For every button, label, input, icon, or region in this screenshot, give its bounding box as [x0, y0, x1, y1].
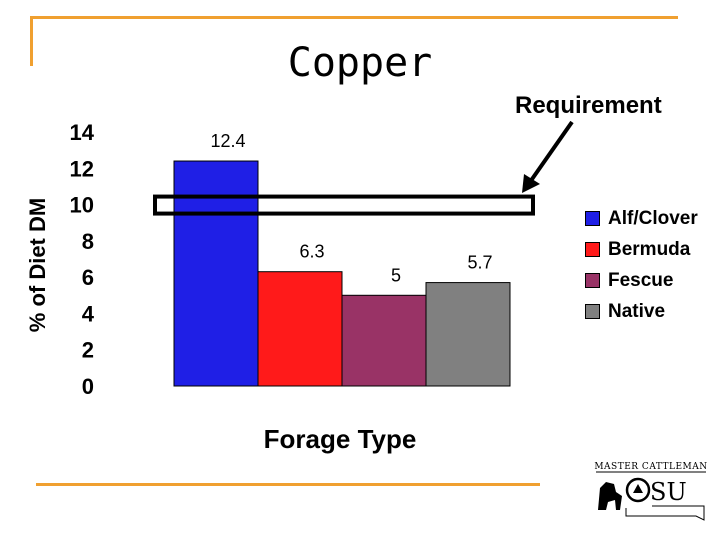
master-cattleman-osu-logo: MASTER CATTLEMAN SU [594, 462, 707, 521]
data-label: 6.3 [299, 242, 324, 262]
legend-swatch [585, 242, 600, 257]
requirement-arrow [522, 120, 574, 193]
bottom-rule [36, 483, 540, 486]
data-label: 12.4 [210, 131, 245, 151]
legend-item: Alf/Clover [585, 203, 698, 234]
bar-bermuda [257, 271, 343, 387]
legend-label: Bermuda [608, 238, 691, 260]
requirement-annotation: Requirement [515, 92, 662, 119]
legend-swatch [585, 304, 600, 319]
bar-fescue [341, 294, 427, 387]
legend-swatch [585, 211, 600, 226]
y-tick-label: 8 [82, 229, 94, 254]
requirement-box [153, 194, 535, 216]
y-tick-label: 10 [70, 193, 94, 218]
legend-item: Bermuda [585, 234, 698, 265]
legend-swatch [585, 273, 600, 288]
svg-text:MASTER CATTLEMAN: MASTER CATTLEMAN [594, 462, 707, 472]
legend-label: Native [608, 300, 666, 322]
y-tick-label: 0 [82, 374, 94, 399]
y-tick-label: 2 [82, 338, 94, 363]
y-tick-label: 6 [82, 265, 94, 290]
y-tick-label: 4 [82, 301, 95, 326]
top-rule [30, 16, 678, 19]
svg-text:SU: SU [650, 478, 687, 506]
y-axis-ticks: 0 2 4 6 8 10 12 14 [70, 120, 95, 399]
legend: Alf/Clover Bermuda Fescue Native [585, 203, 698, 327]
data-labels: 12.4 6.3 5 5.7 [210, 131, 492, 285]
legend-item: Fescue [585, 265, 698, 296]
legend-item: Native [585, 296, 698, 327]
legend-label: Alf/Clover [608, 207, 698, 229]
y-tick-label: 12 [70, 156, 94, 181]
bar-native [425, 282, 511, 387]
data-label: 5.7 [467, 253, 492, 273]
chart-title: Copper [287, 40, 433, 86]
left-rule [30, 16, 33, 66]
x-axis-label: Forage Type [263, 424, 417, 454]
y-tick-label: 14 [70, 120, 95, 145]
data-label: 5 [391, 265, 401, 285]
legend-label: Fescue [608, 269, 674, 291]
